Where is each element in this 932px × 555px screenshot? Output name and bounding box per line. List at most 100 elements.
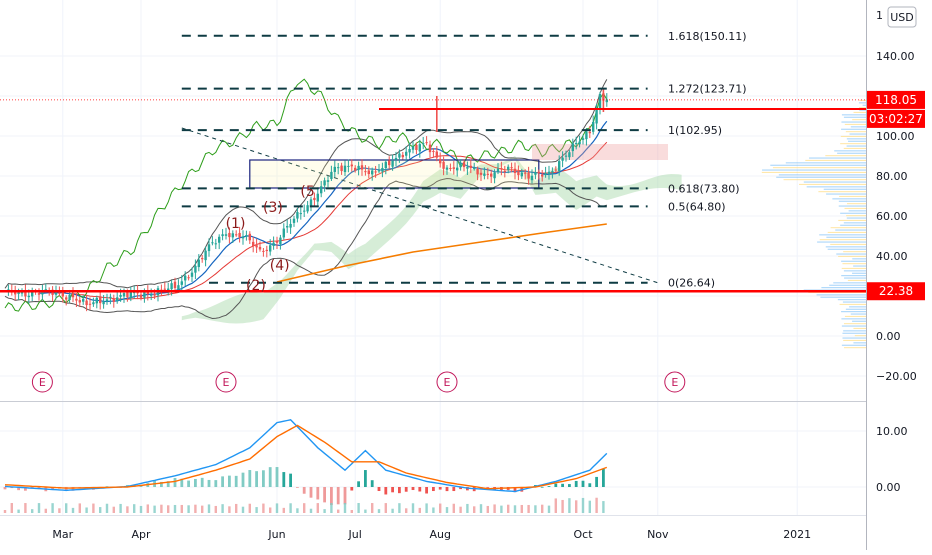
candle bbox=[571, 138, 574, 157]
candle bbox=[221, 229, 224, 241]
price-tick-label: 100.00 bbox=[876, 130, 915, 143]
volume-profile-bar bbox=[826, 236, 866, 238]
histogram-bar bbox=[459, 487, 462, 490]
candle bbox=[391, 154, 394, 171]
currency-button[interactable]: USD bbox=[887, 6, 917, 28]
volume-profile-bar bbox=[836, 253, 866, 255]
histogram-bar bbox=[330, 487, 333, 506]
price-tick-label: 40.00 bbox=[876, 250, 908, 263]
volume-profile-bar bbox=[776, 176, 866, 178]
histogram-bar bbox=[445, 487, 449, 492]
candle bbox=[547, 165, 551, 180]
volume-bar bbox=[248, 503, 251, 513]
histogram-bar bbox=[513, 487, 517, 493]
svg-text:118.05: 118.05 bbox=[875, 93, 917, 107]
candle bbox=[561, 151, 564, 168]
candle bbox=[14, 285, 17, 301]
volume-bar bbox=[554, 498, 557, 513]
volume-bar bbox=[51, 503, 54, 513]
macd-oscillator bbox=[3, 419, 608, 506]
candle bbox=[112, 294, 115, 308]
oscillator-axis[interactable]: 10.00 0.00 bbox=[876, 425, 908, 494]
volume-bar bbox=[309, 508, 313, 513]
time-tick-label: Nov bbox=[647, 528, 669, 541]
volume-profile-bar bbox=[842, 337, 866, 339]
candle bbox=[275, 236, 279, 250]
volume-bar bbox=[24, 503, 27, 513]
volume-profile-bar bbox=[778, 174, 866, 176]
histogram-bar bbox=[561, 483, 564, 487]
volume-profile-bar bbox=[852, 119, 866, 121]
volume-profile-bar bbox=[859, 109, 866, 111]
time-tick-label: Jun bbox=[267, 528, 285, 541]
histogram-bar bbox=[398, 487, 401, 494]
volume-profile-bar bbox=[853, 327, 866, 329]
histogram-bar bbox=[105, 486, 109, 487]
countdown-badge: 03:02:27 bbox=[867, 109, 925, 128]
horizontal-levels[interactable] bbox=[0, 99, 866, 293]
histogram-bar bbox=[309, 487, 313, 498]
candle bbox=[255, 238, 258, 253]
volume-profile-bar bbox=[841, 344, 866, 346]
volume-bar bbox=[527, 504, 530, 513]
volume-bar bbox=[473, 506, 476, 513]
candle bbox=[262, 248, 265, 257]
wave-labels: (1) (2) (3) (4) (5 bbox=[226, 184, 315, 294]
volume-profile-bar bbox=[850, 126, 866, 128]
candle bbox=[479, 168, 483, 182]
volume-bar bbox=[31, 509, 34, 513]
volume-bar bbox=[92, 503, 95, 513]
histogram-bar bbox=[173, 477, 177, 487]
candle bbox=[194, 259, 197, 279]
volume-bar bbox=[439, 503, 442, 513]
volume-profile-bar bbox=[862, 104, 866, 106]
volume-bar bbox=[37, 503, 41, 513]
volume-profile-bar bbox=[830, 227, 866, 229]
volume-bar bbox=[207, 504, 211, 513]
volume-profile-bar bbox=[846, 217, 866, 219]
volume-profile-bar bbox=[853, 265, 866, 267]
time-tick-label: Jul bbox=[348, 528, 362, 541]
histogram-bar bbox=[214, 480, 218, 487]
indicator-overlays bbox=[4, 78, 668, 320]
rsi-overlay bbox=[4, 78, 608, 312]
volume-bar bbox=[466, 503, 469, 513]
volume-bar bbox=[323, 509, 326, 513]
volume-bar bbox=[99, 507, 102, 513]
price-axis[interactable]: 140.00120.00100.0080.0060.0040.0020.000.… bbox=[876, 9, 917, 383]
earnings-marker: E bbox=[436, 371, 458, 393]
time-tick-label: Oct bbox=[573, 528, 593, 541]
candle bbox=[466, 161, 469, 175]
candle bbox=[598, 91, 602, 115]
supply-zone bbox=[532, 144, 668, 160]
candle bbox=[377, 164, 381, 174]
volume-profile-bar bbox=[842, 332, 866, 334]
wave-label: (1) bbox=[226, 216, 246, 232]
histogram-bar bbox=[588, 483, 592, 487]
candle bbox=[544, 166, 547, 178]
volume-bar bbox=[255, 507, 258, 513]
histogram-bar bbox=[595, 476, 598, 487]
candle bbox=[82, 295, 85, 305]
volume-profile-bar bbox=[839, 195, 866, 197]
trendline bbox=[181, 127, 658, 284]
volume-bar bbox=[17, 509, 20, 513]
candle bbox=[116, 291, 119, 304]
volume-bar bbox=[547, 505, 551, 513]
candle bbox=[99, 291, 102, 310]
candle bbox=[224, 227, 228, 240]
volume-bar bbox=[595, 497, 598, 513]
candle bbox=[405, 146, 408, 162]
candle bbox=[364, 165, 367, 176]
volume-bar bbox=[180, 504, 183, 513]
time-tick-label: Mar bbox=[52, 528, 73, 541]
time-axis[interactable]: Mar Apr Jun Jul Aug Oct Nov 2021 bbox=[52, 528, 811, 541]
fib-retracement[interactable]: 1.618(150.11) 1.272(123.71) 1(102.95) 0.618… bbox=[181, 30, 747, 290]
volume-bar bbox=[405, 508, 408, 513]
fib-label: 0.618(73.80) bbox=[668, 182, 740, 195]
volume-profile-bar bbox=[843, 222, 866, 224]
candle bbox=[360, 159, 364, 176]
candle bbox=[442, 156, 445, 176]
